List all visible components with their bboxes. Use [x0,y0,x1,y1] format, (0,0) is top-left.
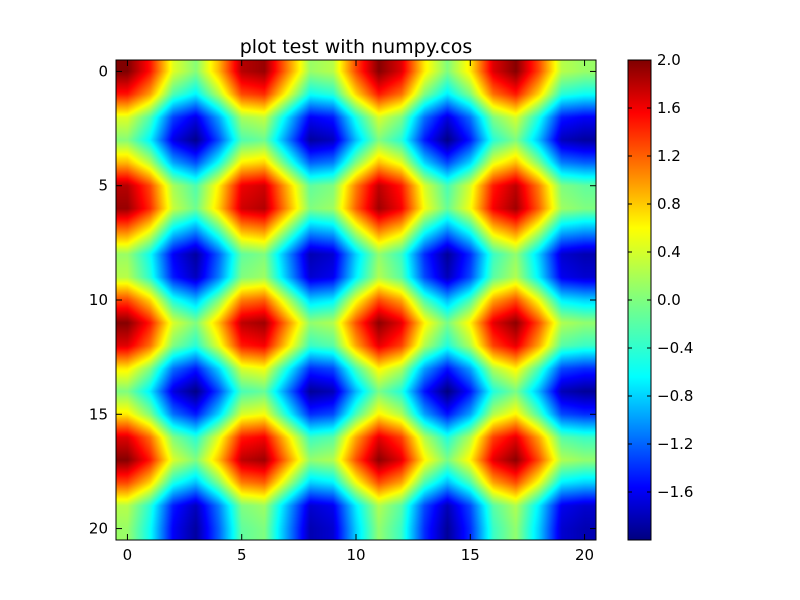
colorbar-tick-label: −0.4 [657,339,693,357]
x-tick-label: 15 [461,546,480,564]
colorbar-tick-label: −0.8 [657,387,693,405]
heatmap-axes: 0 5 10 15 20 0 5 10 15 20 [89,59,597,564]
axes-frame [115,59,597,541]
x-tick-label: 20 [575,546,594,564]
colorbar-tick-label: −1.6 [657,483,693,501]
colorbar-ticks: 2.0 1.6 1.2 0.8 0.4 0.0 −0.4 −0.8 −1.2 −1.6 [628,51,693,501]
colorbar: 2.0 1.6 1.2 0.8 0.4 0.0 −0.4 −0.8 −1.2 −1.6 [627,51,693,541]
colorbar-tick-label: 0.0 [657,291,681,309]
chart-title: plot test with numpy.cos [239,36,473,58]
x-tick-label: 0 [123,546,133,564]
y-tick-label: 10 [89,291,108,309]
colorbar-tick-label: 0.4 [657,243,681,261]
y-tick-label: 0 [98,62,108,80]
x-tick-label: 10 [346,546,365,564]
colorbar-tick-label: 0.8 [657,195,681,213]
heatmap-image [116,60,596,540]
y-tick-label: 20 [89,520,108,538]
x-tick-label: 5 [237,546,247,564]
colorbar-tick-label: 1.2 [657,147,681,165]
colorbar-tick-label: 2.0 [657,51,681,69]
y-tick-label: 5 [98,177,108,195]
colorbar-tick-label: −1.2 [657,435,693,453]
y-tick-label: 15 [89,405,108,423]
colorbar-tick-label: 1.6 [657,99,681,117]
axis-ticks: 0 5 10 15 20 0 5 10 15 20 [89,60,596,564]
